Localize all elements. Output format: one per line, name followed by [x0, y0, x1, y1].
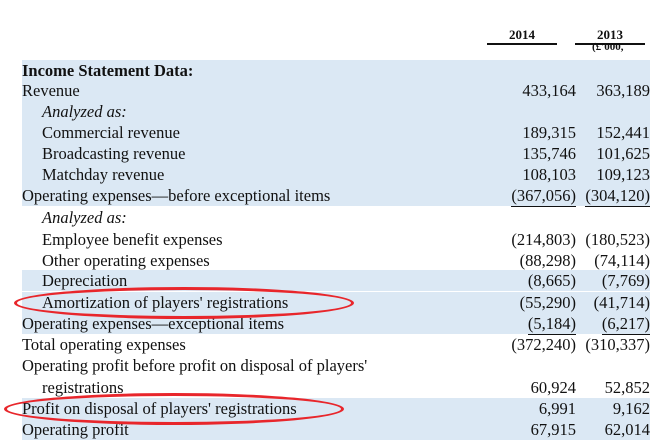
- table-row: Operating profit 67,915 62,014: [22, 419, 650, 440]
- row-label: Operating expenses—before exceptional it…: [22, 186, 331, 205]
- table-row: Operating expenses—before exceptional it…: [22, 185, 650, 207]
- value-2014: (5,184): [527, 314, 576, 335]
- table-row: Revenue 433,164 363,189: [22, 80, 650, 101]
- table-row: Income Statement Data:: [22, 60, 650, 81]
- column-header-2014: 2014: [487, 27, 557, 45]
- value-2013: (310,337): [585, 335, 650, 354]
- table-row: Depreciation (8,665) (7,769): [22, 270, 650, 291]
- value-2014: 60,924: [530, 378, 576, 397]
- row-label: Commercial revenue: [42, 123, 180, 142]
- row-label: Total operating expenses: [22, 335, 186, 354]
- table-row: Commercial revenue 189,315 152,441: [22, 122, 650, 143]
- row-label: Revenue: [22, 81, 80, 100]
- value-2014: 135,746: [522, 144, 576, 163]
- value-2013: 109,123: [596, 165, 650, 184]
- table-row: registrations 60,924 52,852: [22, 377, 650, 398]
- value-2013: 52,852: [604, 378, 650, 397]
- value-2014: 6,991: [538, 399, 576, 420]
- value-2014: 189,315: [522, 123, 576, 142]
- value-2013: (304,120): [585, 186, 650, 207]
- value-2014: (372,240): [511, 335, 576, 354]
- row-label: Amortization of players' registrations: [42, 293, 289, 312]
- value-2014: (367,056): [511, 186, 576, 207]
- row-label: registrations: [42, 378, 124, 397]
- column-header-2013: 2013: [575, 27, 645, 45]
- row-label: Profit on disposal of players' registrat…: [22, 399, 297, 418]
- value-2013: (74,114): [594, 251, 650, 270]
- table-row: Profit on disposal of players' registrat…: [22, 398, 650, 420]
- value-2014: (88,298): [519, 251, 576, 270]
- row-label: Analyzed as:: [42, 208, 127, 227]
- value-2014: 67,915: [530, 420, 576, 439]
- value-2013: 101,625: [596, 144, 650, 163]
- row-label: Matchday revenue: [42, 165, 165, 184]
- table-row: Employee benefit expenses (214,803) (180,5…: [22, 229, 650, 250]
- table-row: Operating expenses—exceptional items (5,1…: [22, 313, 650, 335]
- row-label: Operating profit before profit on dispos…: [22, 356, 368, 375]
- unit-label: (£'000,: [592, 41, 624, 53]
- value-2013: 62,014: [604, 420, 650, 439]
- value-2014: (55,290): [519, 293, 576, 312]
- row-label: Depreciation: [42, 271, 128, 290]
- row-label: Operating expenses—exceptional items: [22, 314, 285, 333]
- table-row: Broadcasting revenue 135,746 101,625: [22, 143, 650, 164]
- table-row: Other operating expenses (88,298) (74,114): [22, 250, 650, 271]
- value-2014: (8,665): [527, 271, 576, 290]
- row-label: Analyzed as:: [42, 102, 127, 121]
- table-row: Analyzed as:: [22, 207, 650, 228]
- value-2013: 9,162: [612, 399, 650, 420]
- value-2013: (6,217): [601, 314, 650, 335]
- row-label: Broadcasting revenue: [42, 144, 186, 163]
- value-2014: 108,103: [522, 165, 576, 184]
- value-2013: 363,189: [596, 81, 650, 100]
- value-2013: (41,714): [593, 293, 650, 312]
- row-label: Operating profit: [22, 420, 129, 439]
- value-2013: 152,441: [596, 123, 650, 142]
- value-2014: 433,164: [522, 81, 576, 100]
- table-row: Matchday revenue 108,103 109,123: [22, 164, 650, 185]
- row-label: Other operating expenses: [42, 251, 210, 270]
- table-row: Analyzed as:: [22, 101, 650, 122]
- value-2013: (7,769): [601, 271, 650, 290]
- row-label: Employee benefit expenses: [42, 230, 223, 249]
- row-label: Income Statement Data:: [22, 61, 194, 80]
- table-row: Operating profit before profit on dispos…: [22, 355, 650, 376]
- value-2014: (214,803): [511, 230, 576, 249]
- table-row: Amortization of players' registrations (5…: [22, 292, 650, 313]
- value-2013: (180,523): [585, 230, 650, 249]
- table-row: Total operating expenses (372,240) (310,33…: [22, 334, 650, 355]
